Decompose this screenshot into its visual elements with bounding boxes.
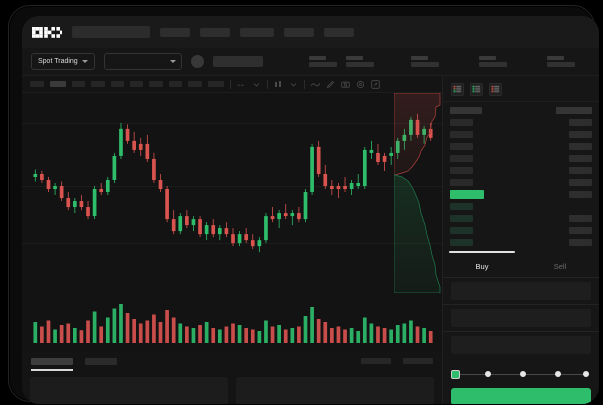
interval-1[interactable] [30,81,44,87]
orderbook-ask-row[interactable] [450,154,592,162]
interval-2[interactable] [50,81,66,87]
depth-chart-overlay [394,93,441,293]
orderbook-ask-row[interactable] [450,178,592,186]
slider-step-25[interactable] [485,371,491,377]
orderbook-header [450,106,592,114]
compare-icon[interactable] [274,80,283,89]
interval-4[interactable] [91,81,105,87]
interval-7[interactable] [149,81,163,87]
tab-sell[interactable]: Sell [553,262,567,271]
orderbook-last-price [450,189,592,199]
market-type-selector[interactable]: Spot Trading [31,53,95,70]
nav-item-3[interactable] [240,27,274,37]
orderbook-rows [443,102,599,246]
orderbook-bid-row[interactable] [450,238,592,246]
fullscreen-icon[interactable] [371,79,380,89]
chevron-down-icon [169,60,176,63]
order-amount-field[interactable] [451,309,591,327]
camera-icon[interactable] [341,80,350,89]
interval-8[interactable] [169,81,182,87]
form-divider [443,331,599,332]
bottom-panel-right[interactable] [236,377,434,404]
pair-coin-icon [190,55,204,68]
orderbook-mode-asks-icon[interactable] [489,83,502,96]
orderbook-view-modes [443,76,599,102]
orderbook-col-amount [556,106,592,114]
bottom-tab-open-orders[interactable] [31,357,73,371]
search-input[interactable] [72,26,150,38]
bottom-tabs-bar [22,351,442,371]
submit-buy-button[interactable] [451,388,591,404]
toolbar-divider [267,79,268,89]
settings-icon[interactable] [356,80,365,89]
nav-item-5[interactable] [324,27,354,37]
svg-text:⌁⌁: ⌁⌁ [237,83,245,89]
chevron-down-icon [81,60,88,63]
interval-6[interactable] [130,81,143,87]
pencil-icon[interactable] [326,80,335,89]
indicators-icon[interactable]: ⌁⌁ [237,80,246,89]
order-form [443,278,599,358]
line-style-icon[interactable] [311,80,320,89]
bottom-action-2[interactable] [403,358,433,364]
form-divider [443,304,599,305]
chevron-down-icon[interactable] [289,80,298,89]
slider-step-75[interactable] [555,371,561,377]
orderbook-trade-panel: Buy Sell [442,76,599,404]
interval-10[interactable] [208,81,224,87]
orderbook-bid-row[interactable] [450,226,592,234]
orderbook-ask-row[interactable] [450,166,592,174]
slider-knob[interactable] [451,370,460,379]
slider-step-100[interactable] [583,371,589,377]
interval-3[interactable] [72,81,85,87]
nav-item-2[interactable] [200,27,230,37]
tab-buy[interactable]: Buy [443,251,521,277]
price-chart[interactable] [22,93,442,351]
buy-sell-tabs: Buy Sell [443,251,599,278]
market-type-label: Spot Trading [38,58,78,65]
okx-logo[interactable] [32,26,62,39]
interval-9[interactable] [188,81,202,87]
stat-5 [547,56,575,67]
orderbook-col-price [450,106,482,114]
order-amount-slider[interactable] [451,370,591,379]
orderbook-bid-row[interactable] [450,214,592,222]
market-subheader: Spot Trading [22,48,599,76]
orderbook-bid-row[interactable] [450,202,592,210]
chevron-down-icon[interactable] [252,80,261,89]
orderbook-ask-row[interactable] [450,118,592,126]
nav-item-1[interactable] [160,27,190,37]
order-price-field[interactable] [451,282,591,300]
orderbook-ask-row[interactable] [450,142,592,150]
candlestick-series [33,113,433,253]
orderbook-mode-bids-icon[interactable] [470,83,483,96]
slider-step-50[interactable] [520,371,526,377]
stat-4 [479,56,507,67]
trading-pair-selector[interactable] [103,53,182,70]
bottom-tab-order-history[interactable] [85,357,117,365]
chart-toolbar: ⌁⌁ [22,76,442,93]
orderbook-mode-both-icon[interactable] [451,83,464,96]
stat-1 [308,56,337,67]
interval-5[interactable] [111,81,124,87]
bottom-panel-left[interactable] [30,377,228,404]
bottom-action-1[interactable] [361,358,391,364]
volume-series [33,304,433,343]
nav-item-4[interactable] [284,27,314,37]
order-total-field[interactable] [451,336,591,354]
toolbar-divider [230,79,231,89]
toolbar-divider [304,79,305,89]
stat-3 [411,56,439,67]
pair-price-display [212,56,263,67]
app-screen: Spot Trading [22,16,599,404]
stat-2 [345,56,374,67]
orderbook-ask-row[interactable] [450,130,592,138]
tablet-bezel: Spot Trading [8,5,599,404]
bottom-content-panels [22,377,442,404]
top-navigation-bar [22,16,599,48]
